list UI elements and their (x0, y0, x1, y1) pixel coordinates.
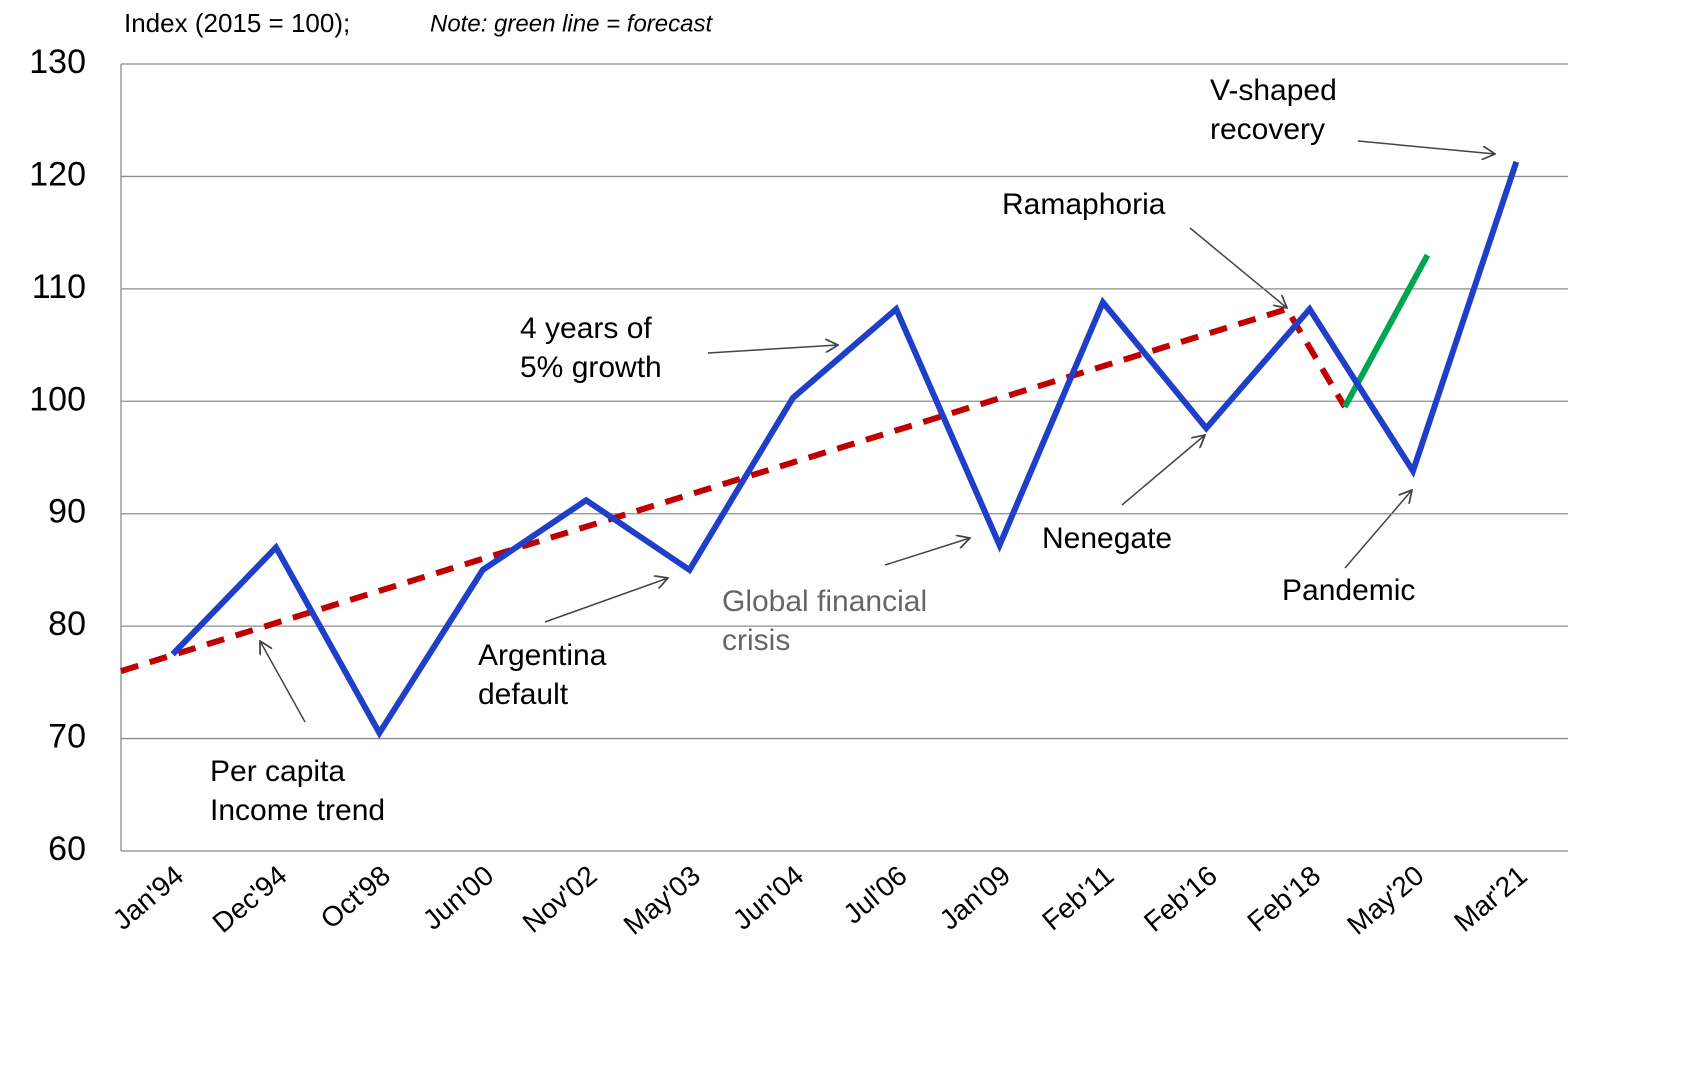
arrow (544, 578, 668, 623)
chart-title: Index (2015 = 100); (124, 8, 350, 38)
y-tick-label: 100 (29, 380, 86, 418)
arrows (260, 140, 1495, 723)
y-tick-label: 90 (48, 493, 86, 531)
annotation: Nenegate (1042, 522, 1172, 555)
x-tick-label: Feb'16 (1138, 860, 1223, 938)
arrow (1121, 435, 1205, 506)
x-tick-label: Oct'98 (315, 860, 396, 935)
y-tick-label: 110 (32, 268, 86, 306)
x-tick-label: Mar'21 (1448, 860, 1533, 938)
y-tick-label: 60 (48, 830, 86, 868)
annotation: crisis (722, 624, 790, 657)
arrow (707, 345, 838, 354)
annotation: Per capita (210, 755, 345, 788)
y-tick-label: 130 (29, 43, 86, 81)
y-tick-label: 120 (29, 155, 86, 193)
x-tick-label: Jan'94 (107, 860, 189, 936)
x-tick-label: Jun'00 (417, 860, 499, 936)
arrow (1357, 140, 1495, 154)
annotation: Argentina (478, 639, 607, 672)
x-tick-label: Feb'18 (1241, 860, 1326, 938)
annotation: 4 years of (520, 312, 652, 345)
arrow (884, 538, 970, 566)
annotation: default (478, 678, 569, 711)
annotation: V-shaped (1210, 74, 1337, 107)
y-tick-label: 80 (48, 605, 86, 643)
y-tick-label: 70 (48, 718, 86, 756)
annotation: Ramaphoria (1002, 188, 1166, 221)
annotation: 5% growth (520, 351, 662, 384)
arrow (1189, 227, 1287, 308)
x-tick-label: Jun'04 (727, 860, 809, 936)
x-tick-label: Feb'11 (1036, 860, 1119, 937)
x-tick-label: Jul'06 (837, 860, 912, 930)
x-tick-label: May'20 (1341, 860, 1429, 941)
x-tick-label: Dec'94 (207, 860, 293, 939)
annotation: Global financial (722, 585, 927, 618)
annotation: Pandemic (1282, 574, 1415, 607)
annotation: recovery (1210, 113, 1325, 146)
x-tick-label: Jan'09 (934, 860, 1016, 936)
x-tick-label: May'03 (618, 860, 706, 941)
arrow (1344, 490, 1412, 569)
arrow (260, 641, 306, 723)
series-line (170, 160, 1520, 739)
annotation: Income trend (210, 794, 385, 827)
x-tick-label: Nov'02 (517, 860, 603, 939)
chart-note: Note: green line = forecast (430, 10, 713, 37)
